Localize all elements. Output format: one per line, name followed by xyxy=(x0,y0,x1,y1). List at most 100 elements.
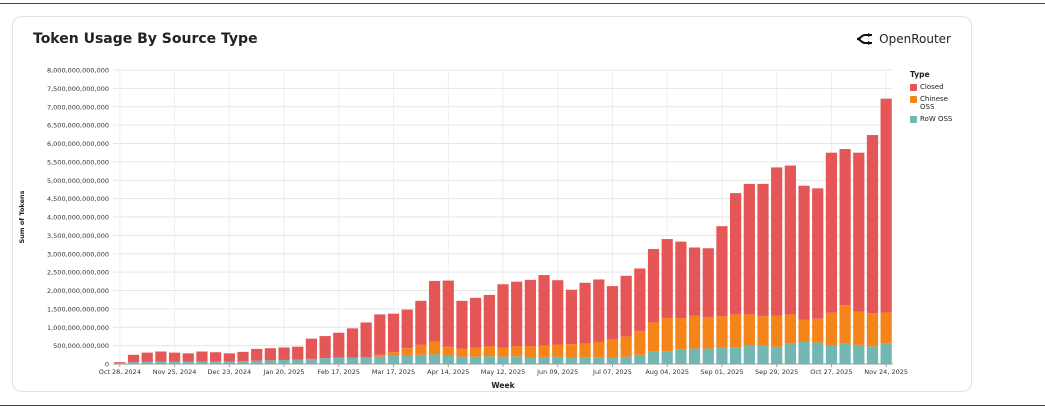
bar-segment xyxy=(593,341,605,358)
bar-segment xyxy=(593,279,605,342)
bar-segment xyxy=(606,286,619,340)
bar-segment xyxy=(688,247,701,316)
y-tick-label: 5,000,000,000,000 xyxy=(47,177,109,185)
bar-segment xyxy=(401,348,413,356)
bar-segment xyxy=(483,356,495,364)
x-tick-label: Dec 23, 2024 xyxy=(208,368,252,376)
bar-segment xyxy=(634,268,646,331)
bar-segment xyxy=(168,361,181,364)
bar-segment xyxy=(374,314,386,355)
chart-title: Token Usage By Source Type xyxy=(33,31,258,47)
bar-segment xyxy=(470,297,482,348)
bar-segment xyxy=(196,361,208,364)
bar-segment xyxy=(210,352,222,362)
bar-segment xyxy=(387,352,400,356)
bar-segment xyxy=(374,356,386,364)
bar-segment xyxy=(757,345,769,364)
bar-segment xyxy=(853,152,865,312)
bar-segment xyxy=(606,357,619,364)
legend-label: RoW OSS xyxy=(920,115,953,123)
bar-segment xyxy=(771,346,783,364)
x-tick-label: Oct 27, 2025 xyxy=(810,368,852,376)
bar-segment xyxy=(647,351,660,364)
bar-segment xyxy=(579,343,591,358)
bar-segment xyxy=(866,135,879,314)
bar-segment xyxy=(141,352,153,362)
bar-segment xyxy=(278,359,290,364)
bar-segment xyxy=(387,355,400,364)
y-tick-label: 4,000,000,000,000 xyxy=(47,214,109,222)
bar-segment xyxy=(401,309,413,349)
bar-segment xyxy=(319,358,331,364)
bar-segment xyxy=(210,361,222,364)
bar-segment xyxy=(223,353,235,362)
y-tick-label: 5,500,000,000,000 xyxy=(47,158,109,166)
bar-segment xyxy=(346,357,359,364)
bar-segment xyxy=(839,305,851,344)
x-tick-label: Nov 24, 2025 xyxy=(864,368,908,376)
bar-segment xyxy=(579,282,591,344)
bar-segment xyxy=(346,328,359,358)
legend-item: Closed xyxy=(910,83,962,91)
bar-segment xyxy=(538,345,550,358)
bar-segment xyxy=(374,354,386,357)
x-tick-label: Oct 28, 2024 xyxy=(99,368,141,376)
x-axis-title: Week xyxy=(491,381,515,390)
bar-segment xyxy=(880,98,892,313)
bar-segment xyxy=(853,311,865,345)
y-tick-label: 6,000,000,000,000 xyxy=(47,140,109,148)
bar-segment xyxy=(251,348,263,361)
bar-segment xyxy=(661,239,673,319)
bar-segment xyxy=(511,345,523,357)
bar-segment xyxy=(880,343,892,364)
bar-segment xyxy=(853,344,865,364)
bar-segment xyxy=(428,354,441,364)
bar-segment xyxy=(127,354,140,363)
bar-segment xyxy=(292,346,304,360)
bar-segment xyxy=(401,355,413,364)
bar-segment xyxy=(155,361,167,364)
x-tick-label: Aug 04, 2025 xyxy=(645,368,689,376)
bar-segment xyxy=(114,362,126,364)
bar-segment xyxy=(456,348,468,357)
bar-segment xyxy=(415,344,427,355)
bar-segment xyxy=(730,193,742,315)
bar-segment xyxy=(196,351,208,362)
bar-segment xyxy=(702,317,714,349)
bar-segment xyxy=(483,346,495,357)
bar-segment xyxy=(387,313,400,353)
legend-item: Chinese OSS xyxy=(910,95,962,111)
bar-segment xyxy=(182,361,194,364)
legend-title: Type xyxy=(910,70,930,79)
bar-segment xyxy=(278,347,290,360)
legend-swatch xyxy=(910,116,917,123)
bar-segment xyxy=(743,314,755,346)
bar-segment xyxy=(743,183,755,315)
bar-segment xyxy=(634,330,646,355)
bar-segment xyxy=(661,318,673,352)
bar-segment xyxy=(442,355,454,364)
y-tick-label: 6,500,000,000,000 xyxy=(47,122,109,130)
bar-segment xyxy=(812,188,824,319)
bar-segment xyxy=(511,356,523,364)
legend-label: Closed xyxy=(920,83,944,91)
bar-segment xyxy=(305,338,318,359)
bar-segment xyxy=(333,332,345,358)
bar-segment xyxy=(784,165,796,315)
bar-segment xyxy=(702,248,714,318)
bar-segment xyxy=(661,351,673,364)
y-tick-label: 2,000,000,000,000 xyxy=(47,287,109,295)
bar-segment xyxy=(552,280,564,345)
bar-segment xyxy=(716,226,728,317)
bar-segment xyxy=(771,167,783,316)
x-tick-label: Sep 29, 2025 xyxy=(755,368,798,376)
brand[interactable]: OpenRouter xyxy=(855,32,951,46)
bar-segment xyxy=(647,322,660,352)
y-tick-label: 8,000,000,000,000 xyxy=(47,67,109,75)
bar-segment xyxy=(620,356,632,364)
bar-segment xyxy=(470,347,482,357)
bar-segment xyxy=(606,339,619,358)
y-tick-label: 500,000,000,000 xyxy=(53,342,109,350)
bar-segment xyxy=(675,318,687,350)
bar-segment xyxy=(456,300,468,349)
